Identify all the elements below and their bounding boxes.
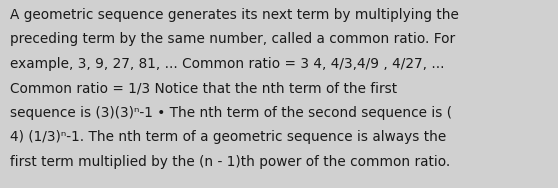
Text: preceding term by the same number, called a common ratio. For: preceding term by the same number, calle… <box>10 33 455 46</box>
Text: first term multiplied by the (n - 1)th power of the common ratio.: first term multiplied by the (n - 1)th p… <box>10 155 450 169</box>
Text: Common ratio = 1/3 Notice that the nth term of the first: Common ratio = 1/3 Notice that the nth t… <box>10 82 397 96</box>
Text: example, 3, 9, 27, 81, ... Common ratio = 3 4, 4/3,4/9 , 4/27, ...: example, 3, 9, 27, 81, ... Common ratio … <box>10 57 445 71</box>
Text: 4) (1/3)ⁿ-1. The nth term of a geometric sequence is always the: 4) (1/3)ⁿ-1. The nth term of a geometric… <box>10 130 446 145</box>
Text: A geometric sequence generates its next term by multiplying the: A geometric sequence generates its next … <box>10 8 459 22</box>
Text: sequence is (3)(3)ⁿ-1 • The nth term of the second sequence is (: sequence is (3)(3)ⁿ-1 • The nth term of … <box>10 106 452 120</box>
